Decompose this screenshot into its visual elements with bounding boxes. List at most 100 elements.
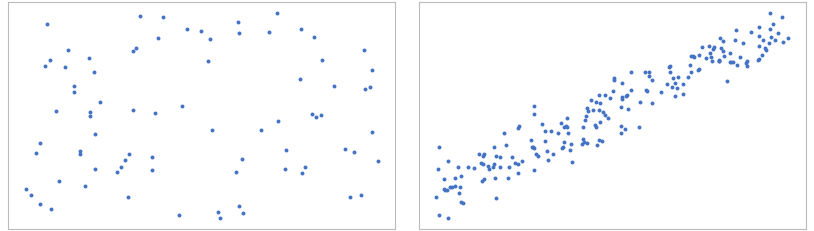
Point <box>145 155 158 158</box>
Point <box>671 86 684 90</box>
Point <box>751 58 764 62</box>
Point <box>280 149 293 152</box>
Point <box>632 125 646 129</box>
Point <box>558 140 571 143</box>
Point <box>640 88 653 91</box>
Point <box>509 161 522 165</box>
Point <box>684 63 697 67</box>
Point <box>581 141 594 145</box>
Point <box>724 60 737 64</box>
Point <box>84 111 97 114</box>
Point <box>339 147 352 151</box>
Point <box>455 201 468 204</box>
Point <box>526 145 539 149</box>
Point <box>757 38 770 42</box>
Point <box>115 165 128 169</box>
Point <box>358 87 371 91</box>
Point <box>110 170 123 174</box>
Point <box>622 107 635 110</box>
Point <box>615 81 628 85</box>
Point <box>560 116 573 120</box>
Point <box>733 55 746 59</box>
Point <box>712 59 725 63</box>
Point <box>699 57 712 60</box>
Point <box>663 65 676 69</box>
Point <box>772 31 785 35</box>
Point <box>271 11 284 15</box>
Point <box>173 213 186 216</box>
Point <box>645 78 658 82</box>
Point <box>365 68 379 72</box>
Point <box>354 193 367 197</box>
Point <box>73 153 86 156</box>
Point <box>707 48 720 51</box>
Point <box>620 93 633 97</box>
Point <box>545 130 558 133</box>
Point <box>755 53 768 56</box>
Point <box>776 15 789 18</box>
Point <box>467 166 480 170</box>
Point <box>672 75 685 79</box>
Point <box>295 171 309 175</box>
Point <box>589 125 602 129</box>
Point <box>475 179 488 183</box>
Point <box>49 109 62 113</box>
Point <box>663 65 676 68</box>
Point <box>564 142 577 146</box>
Point <box>642 75 655 78</box>
Point <box>477 177 490 181</box>
Point <box>759 46 772 50</box>
Point <box>606 89 619 93</box>
Point <box>721 79 734 82</box>
Point <box>641 89 654 93</box>
Point <box>232 20 245 23</box>
Point <box>38 65 51 68</box>
Point <box>619 127 632 131</box>
Point <box>676 92 689 96</box>
Point <box>448 184 461 188</box>
Point <box>445 185 458 189</box>
Point <box>527 145 540 149</box>
Point <box>151 36 164 40</box>
Point <box>590 100 603 103</box>
Point <box>502 176 515 180</box>
Point <box>595 140 608 143</box>
Point <box>202 59 215 63</box>
Point <box>230 170 243 174</box>
Point <box>478 152 491 156</box>
Point <box>598 114 611 117</box>
Point <box>489 155 502 158</box>
Point <box>624 88 637 91</box>
Point <box>580 106 593 110</box>
Point <box>685 70 698 73</box>
Point <box>511 162 524 166</box>
Point <box>760 48 773 52</box>
Point <box>578 140 591 144</box>
Point <box>299 166 312 169</box>
Point <box>593 138 606 142</box>
Point <box>646 101 659 105</box>
Point <box>94 100 107 104</box>
Point <box>24 193 37 197</box>
Point <box>765 35 778 38</box>
Point <box>61 48 74 52</box>
Point <box>768 39 781 42</box>
Point <box>134 14 147 17</box>
Point <box>233 31 246 35</box>
Point <box>44 207 57 211</box>
Point <box>294 77 307 80</box>
Point <box>149 111 162 115</box>
Point <box>539 139 552 143</box>
Point <box>59 65 72 69</box>
Point <box>489 197 502 200</box>
Point <box>440 189 453 192</box>
Point <box>561 126 574 129</box>
Point <box>118 158 131 162</box>
Point <box>527 104 540 107</box>
Point <box>122 195 135 199</box>
Point <box>615 131 628 135</box>
Point <box>524 138 537 141</box>
Point <box>639 70 652 74</box>
Point <box>529 152 542 156</box>
Point <box>704 56 717 59</box>
